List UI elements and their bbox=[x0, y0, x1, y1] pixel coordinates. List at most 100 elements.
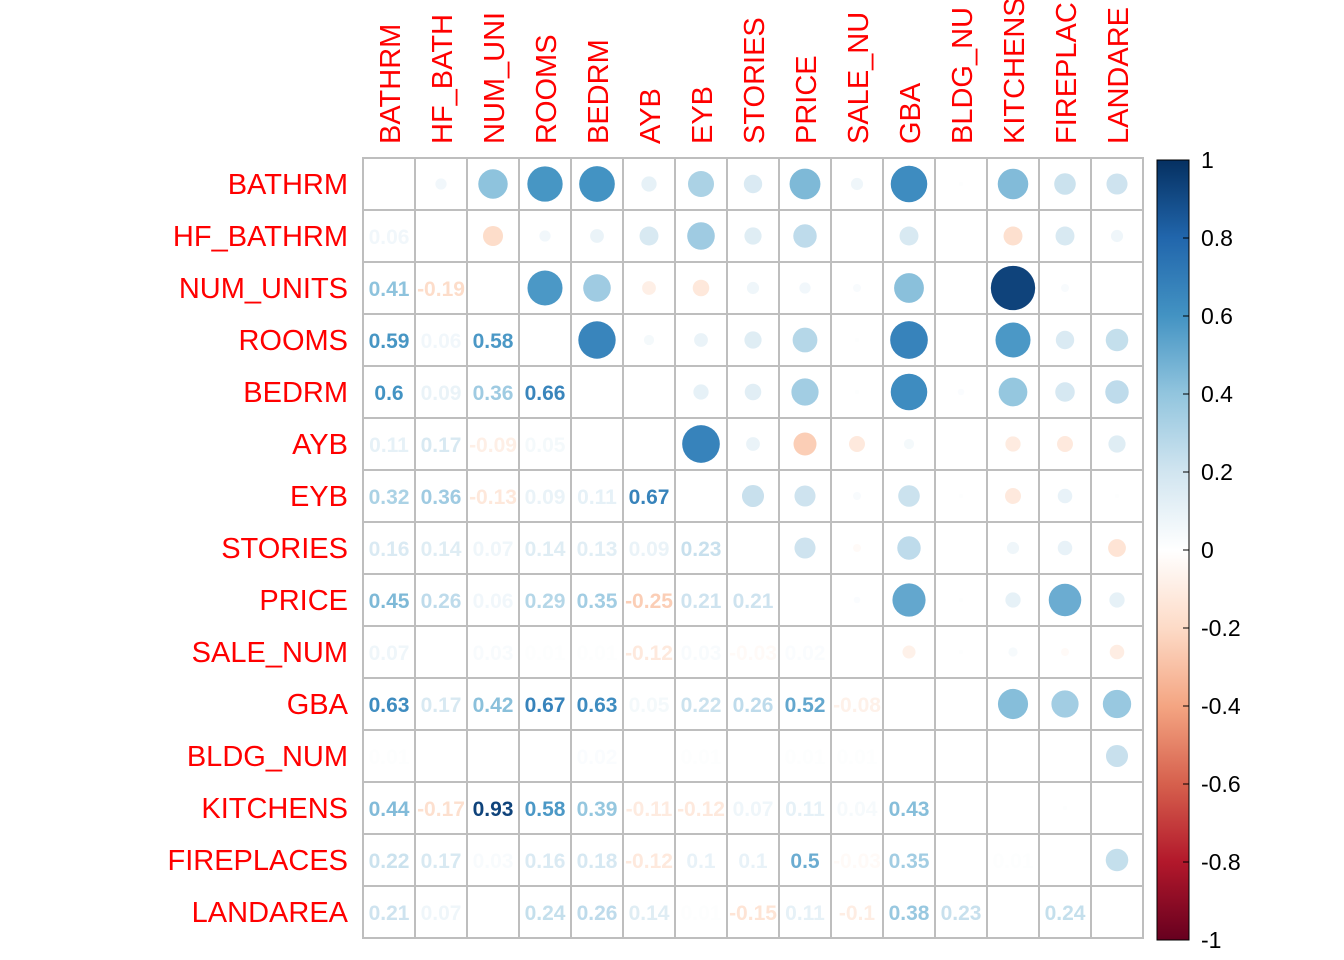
correlation-circle bbox=[1055, 382, 1075, 402]
row-label: EYB bbox=[290, 481, 348, 513]
correlation-circle bbox=[853, 596, 861, 604]
correlation-value: -0.12 bbox=[677, 798, 725, 821]
correlation-value: 0.1 bbox=[686, 850, 716, 873]
matrix-cell bbox=[674, 469, 728, 523]
correlation-value: 0 bbox=[903, 746, 915, 769]
matrix-cell bbox=[674, 885, 728, 939]
matrix-cell bbox=[986, 833, 1040, 887]
column-label: NUM_UNI bbox=[479, 12, 511, 144]
colorbar-tick-label: 0.6 bbox=[1201, 303, 1233, 329]
matrix-cell bbox=[466, 417, 520, 471]
correlation-value: 0 bbox=[747, 746, 759, 769]
correlation-value: 0.41 bbox=[369, 278, 410, 301]
column-label: KITCHENS bbox=[999, 0, 1031, 144]
correlation-value: 0.07 bbox=[733, 798, 774, 821]
column-label: BEDRM bbox=[583, 39, 615, 144]
matrix-cell bbox=[518, 365, 572, 419]
colorbar-tick-label: -0.4 bbox=[1201, 693, 1241, 719]
matrix-cell bbox=[466, 729, 520, 783]
correlation-value: 0.32 bbox=[369, 486, 410, 509]
matrix-cell bbox=[622, 365, 676, 419]
correlation-circle bbox=[1057, 540, 1073, 556]
correlation-circle bbox=[1006, 541, 1020, 555]
correlation-circle bbox=[1055, 330, 1075, 350]
column-label: AYB bbox=[635, 88, 667, 144]
column-label: FIREPLAC bbox=[1051, 2, 1083, 144]
correlation-value: 0.58 bbox=[473, 330, 514, 353]
row-label: ROOMS bbox=[238, 325, 348, 357]
correlation-circle bbox=[995, 322, 1031, 358]
correlation-circle bbox=[903, 438, 915, 450]
matrix-cell bbox=[986, 729, 1040, 783]
correlation-circle bbox=[853, 544, 861, 552]
correlation-circle bbox=[997, 168, 1029, 200]
correlation-circle bbox=[643, 334, 655, 346]
correlation-value: 0.07 bbox=[421, 902, 462, 925]
correlation-value: 0.21 bbox=[733, 590, 774, 613]
correlation-circle bbox=[958, 181, 964, 187]
correlation-value: 0.03 bbox=[473, 850, 514, 873]
correlation-value: 0.01 bbox=[577, 642, 618, 665]
correlation-circle bbox=[892, 583, 926, 617]
correlation-value: 0.44 bbox=[369, 798, 410, 821]
correlation-value: 0.24 bbox=[1045, 902, 1086, 925]
correlation-circle bbox=[1051, 690, 1079, 718]
column-label: BLDG_NU bbox=[947, 7, 979, 144]
correlation-value: 0 bbox=[955, 798, 967, 821]
correlation-value: 0.18 bbox=[577, 850, 618, 873]
correlation-value: 0.1 bbox=[738, 850, 768, 873]
correlation-circle bbox=[1109, 644, 1125, 660]
colorbar-tick-label: 1 bbox=[1201, 147, 1214, 173]
correlation-value: 0.58 bbox=[525, 798, 566, 821]
correlation-value: 0.23 bbox=[941, 902, 982, 925]
matrix-cell bbox=[674, 781, 728, 835]
correlation-circle bbox=[1105, 328, 1129, 352]
matrix-cell bbox=[674, 573, 728, 627]
correlation-value: 0.09 bbox=[629, 538, 670, 561]
correlation-value: 0.03 bbox=[473, 642, 514, 665]
matrix-cell bbox=[622, 885, 676, 939]
correlation-value: 0.06 bbox=[473, 590, 514, 613]
correlation-value: -0.11 bbox=[626, 798, 673, 821]
correlation-value: -0.1 bbox=[839, 902, 876, 925]
correlation-circle bbox=[789, 168, 821, 200]
matrix-grid bbox=[362, 157, 1144, 939]
correlation-value: 0.02 bbox=[785, 642, 826, 665]
correlation-circle bbox=[1108, 539, 1126, 557]
correlation-circle bbox=[642, 281, 656, 295]
correlation-value: 0.13 bbox=[577, 538, 618, 561]
row-label: STORIES bbox=[221, 533, 348, 565]
matrix-cell bbox=[882, 677, 936, 731]
correlation-value: 0 bbox=[1007, 902, 1019, 925]
matrix-cell bbox=[414, 573, 468, 627]
correlation-circle bbox=[1005, 436, 1021, 452]
correlation-circle bbox=[1062, 805, 1068, 811]
correlation-value: 0.16 bbox=[369, 538, 410, 561]
correlation-value: 0.01 bbox=[837, 746, 878, 769]
correlation-value: 0.39 bbox=[577, 798, 618, 821]
correlation-circle bbox=[890, 373, 928, 411]
number-glyphs: 0.06 0.41 -0.19 0.59 0.06 0.58 0.6 0.09 0.36 0.66… bbox=[369, 226, 1086, 925]
matrix-cell bbox=[726, 573, 780, 627]
matrix-cell bbox=[466, 261, 520, 315]
correlation-value: 0.05 bbox=[629, 694, 670, 717]
matrix-cell bbox=[674, 625, 728, 679]
circle-glyphs bbox=[435, 165, 1132, 872]
correlation-value: 0.26 bbox=[421, 590, 462, 613]
correlation-value: 0.06 bbox=[421, 330, 462, 353]
matrix-cell bbox=[414, 885, 468, 939]
correlation-value: 0.67 bbox=[525, 694, 566, 717]
matrix-cell bbox=[362, 885, 416, 939]
correlation-circle bbox=[478, 169, 508, 199]
correlation-circle bbox=[579, 166, 615, 202]
row-label: FIREPLACES bbox=[168, 845, 349, 877]
correlation-value: 0.05 bbox=[525, 434, 566, 457]
correlation-value: 0.16 bbox=[525, 850, 566, 873]
colorbar-tick-label: 0.2 bbox=[1201, 459, 1233, 485]
matrix-cell bbox=[830, 209, 884, 263]
correlation-value: 0.01 bbox=[681, 902, 722, 925]
matrix-cell bbox=[934, 261, 988, 315]
correlation-circle bbox=[853, 284, 861, 292]
column-label: LANDARE bbox=[1103, 7, 1135, 144]
correlation-value: -0.03 bbox=[833, 850, 881, 873]
